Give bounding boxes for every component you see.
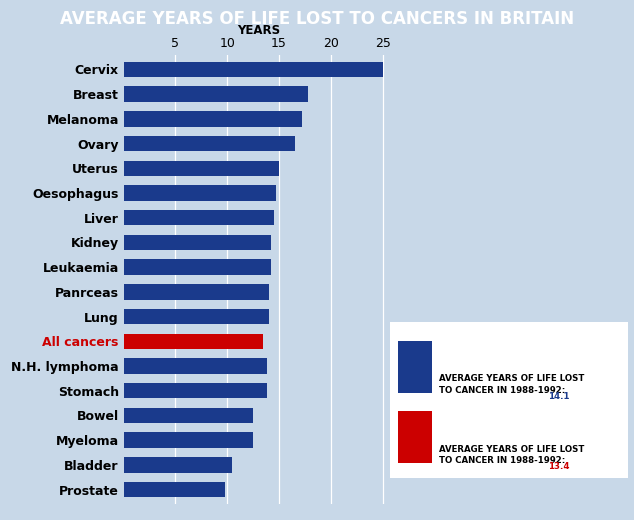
Text: AVERAGE YEARS OF LIFE LOST TO CANCERS IN BRITAIN: AVERAGE YEARS OF LIFE LOST TO CANCERS IN… [60,10,574,29]
Bar [124,433,253,448]
Bar [124,86,308,102]
Bar [124,111,302,126]
Bar [124,210,274,225]
Bar [124,136,295,151]
Bar [124,284,269,300]
Bar [124,235,271,250]
Bar [124,383,267,398]
Text: 14.1: 14.1 [548,392,570,401]
Bar [124,334,262,349]
Bar [124,62,383,77]
X-axis label: YEARS: YEARS [236,24,280,37]
Bar [124,185,276,201]
Text: AVERAGE YEARS OF LIFE LOST
TO CANCER IN 1988-1992:: AVERAGE YEARS OF LIFE LOST TO CANCER IN … [439,374,585,395]
Bar [124,309,269,324]
Text: 13.4: 13.4 [548,462,570,471]
Bar [124,482,225,497]
Bar [124,161,279,176]
Bar [124,408,253,423]
Bar [124,358,267,374]
Text: AVERAGE YEARS OF LIFE LOST
TO CANCER IN 1988-1992:: AVERAGE YEARS OF LIFE LOST TO CANCER IN … [439,445,585,465]
Bar [124,457,233,473]
Bar [124,259,271,275]
